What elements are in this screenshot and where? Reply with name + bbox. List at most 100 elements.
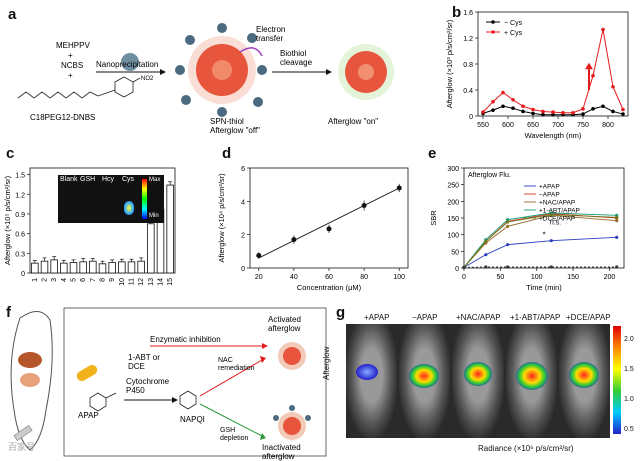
inset-label-cys: Cys <box>122 176 135 183</box>
y-tick-label: 2 <box>241 233 245 240</box>
inset-label-gsh: GSH <box>80 176 96 183</box>
y-tick-label: 4 <box>241 199 245 206</box>
x-tick-label: 10 <box>119 278 126 286</box>
legend-label: −APAP <box>539 192 560 199</box>
data-point <box>551 112 555 117</box>
panel-c-inset: Blank GSH Hcy Cys Max Min <box>58 175 164 223</box>
spn-off-ligand <box>185 35 195 45</box>
condition-label-1: +APAP <box>364 313 390 322</box>
y-tick-label: 0.9 <box>15 212 25 219</box>
label-apap: APAP <box>78 411 99 420</box>
label-spn-off: SPN-thiol Afterglow "off" <box>210 117 260 135</box>
mouse-liver <box>18 352 42 368</box>
panel-c-label: c <box>6 145 15 162</box>
data-point <box>621 112 625 116</box>
chart-d: 0 2 4 6 20 40 60 80 100 Concentration (μM) Aftergl… <box>217 166 409 292</box>
x-tick-label: 5 <box>71 278 78 282</box>
pill-icon <box>76 365 98 381</box>
panel-f-label: f <box>6 304 11 321</box>
y-axis-label: SBR <box>429 210 438 226</box>
data-point <box>611 109 615 114</box>
x-tick-label: 6 <box>80 278 87 282</box>
inset-max: Max <box>149 177 161 183</box>
x-tick-label: 650 <box>527 122 539 129</box>
label-inhibitor: 1-ABT or DCE <box>128 353 160 371</box>
data-point <box>571 110 575 115</box>
x-tick-label: 3 <box>51 278 58 282</box>
legend-marker <box>491 20 495 24</box>
x-tick-label: 2 <box>42 278 49 282</box>
mouse-image-4 <box>505 324 557 438</box>
data-point <box>549 239 553 243</box>
reagent-plus-1: + <box>68 51 73 60</box>
colorbar-tick-2: 1.5 <box>624 366 634 373</box>
x-tick-label: 600 <box>502 122 514 129</box>
x-tick-label: 200 <box>604 274 616 281</box>
legend-label: +APAP <box>539 184 560 191</box>
y-tick-label: 0 <box>455 266 459 273</box>
watermark: 百家号 <box>8 442 36 452</box>
data-point <box>601 27 605 32</box>
data-point <box>591 73 595 78</box>
data-point <box>506 224 510 228</box>
data-point <box>549 213 553 217</box>
panel-d-label: d <box>222 145 232 162</box>
x-tick-label: 50 <box>496 274 504 281</box>
nitro-group: NO2 <box>141 76 154 82</box>
mouse-silhouette <box>10 311 53 451</box>
inset-label-hcy: Hcy <box>102 176 115 183</box>
x-tick-label: 750 <box>577 122 589 129</box>
x-tick-label: 0 <box>462 274 466 281</box>
panel-f-scheme: APAP 1-ABT or DCE Cytochrome P450 NAPQI En… <box>10 307 327 461</box>
annotation-star: * <box>543 230 546 239</box>
signal-spot-4 <box>515 362 548 390</box>
legend-label: + Cys <box>504 30 523 37</box>
data-point <box>615 219 619 223</box>
condition-label-4: +1-ABT/APAP <box>510 313 561 322</box>
label-afterglow-on: Afterglow "on" <box>328 117 378 126</box>
data-point <box>541 109 545 114</box>
bar-4 <box>60 262 68 274</box>
condition-label-5: +DCE/APAP <box>566 313 611 322</box>
data-point <box>484 239 488 243</box>
y-axis-label: Afterglow (×10⁵ p/s/cm²/sr) <box>3 175 12 265</box>
plot-frame <box>249 167 409 269</box>
bar-1 <box>31 262 39 274</box>
x-tick-label: 800 <box>602 122 614 129</box>
y-tick-label: 100 <box>447 233 459 240</box>
label-napqi: NAPQI <box>180 415 205 424</box>
y-tick-label: 0 <box>241 266 245 273</box>
legend-label: +1-ABT/APAP <box>539 208 580 215</box>
label-enzymatic-inhibition: Enzymatic inhibition <box>150 335 221 344</box>
bar-12 <box>137 260 145 274</box>
data-point <box>551 110 555 114</box>
condition-label-2: −APAP <box>412 313 438 322</box>
data-point <box>611 84 615 89</box>
x-tick-label: 15 <box>167 278 174 286</box>
data-point <box>506 265 510 269</box>
y-tick-label: 300 <box>447 166 459 173</box>
x-tick-label: 550 <box>477 122 489 129</box>
y-tick-label: 0.4 <box>463 88 473 95</box>
inset-min: Min <box>149 213 159 219</box>
reagent-ncbs: NCBS <box>61 61 83 70</box>
data-point <box>484 265 488 269</box>
data-point <box>511 106 515 110</box>
data-point <box>506 220 510 224</box>
colorbar-tick-4: 0.5 <box>624 426 634 433</box>
chart-e: 0 50 100 150 200 250 300 0 50 100 150 200 Time (min)… <box>429 166 625 292</box>
x-tick-label: 7 <box>90 278 97 282</box>
inset-label-blank: Blank <box>60 176 78 183</box>
signal-spot-2 <box>409 364 440 388</box>
y-axis-label: Afterglow (×10⁴ p/s/cm²/sr) <box>217 173 226 263</box>
y-tick-label: 150 <box>447 216 459 223</box>
peg-chain <box>17 91 99 99</box>
annotation-ns: n.s. <box>550 220 561 227</box>
y-tick-label: 250 <box>447 183 459 190</box>
bar-11 <box>127 261 136 274</box>
bar-13 <box>147 223 155 274</box>
panel-a-label: a <box>8 6 17 23</box>
fit-line <box>258 187 400 259</box>
bar-6 <box>79 261 87 274</box>
bar-15 <box>166 184 174 274</box>
